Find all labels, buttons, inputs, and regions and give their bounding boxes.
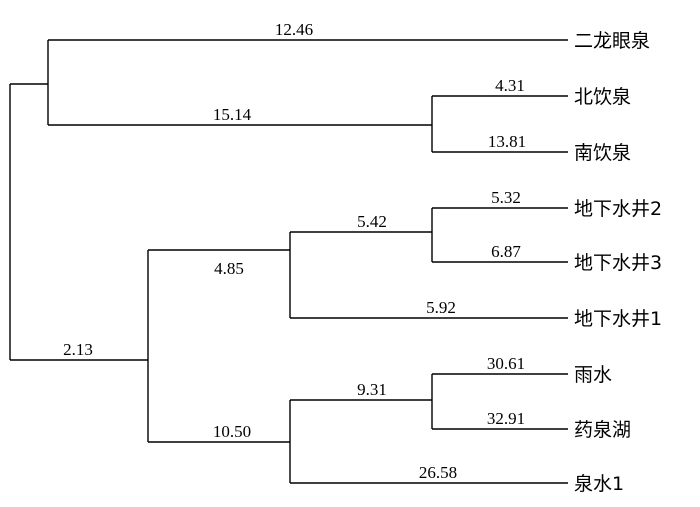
label-erlong: 12.46 [275, 20, 313, 39]
label-well23-group: 5.42 [357, 212, 387, 231]
leaf-well2: 地下水井2 [574, 198, 662, 220]
label-well1: 5.92 [426, 298, 456, 317]
label-nanyin: 13.81 [488, 132, 526, 151]
label-lake: 32.91 [487, 409, 525, 428]
leaf-rain: 雨水 [574, 364, 612, 386]
label-rain: 30.61 [487, 354, 525, 373]
label-well2: 5.32 [491, 188, 521, 207]
label-rain-lake-group: 9.31 [357, 380, 387, 399]
leaf-erlong: 二龙眼泉 [574, 30, 650, 52]
leaf-well1: 地下水井1 [574, 308, 662, 330]
label-rain-lake-spring-group: 10.50 [213, 422, 251, 441]
leaf-well3: 地下水井3 [574, 252, 662, 274]
label-north-south-group: 15.14 [213, 105, 252, 124]
leaf-nanyin: 南饮泉 [574, 142, 631, 164]
label-well3: 6.87 [491, 242, 521, 261]
leaf-spring1: 泉水1 [574, 473, 624, 495]
label-root-lower: 2.13 [63, 340, 93, 359]
label-well-group: 4.85 [214, 259, 244, 278]
leaf-lake: 药泉湖 [574, 419, 631, 441]
leaf-beiyin: 北饮泉 [574, 86, 631, 108]
label-spring1: 26.58 [419, 463, 457, 482]
label-beiyin: 4.31 [495, 76, 525, 95]
